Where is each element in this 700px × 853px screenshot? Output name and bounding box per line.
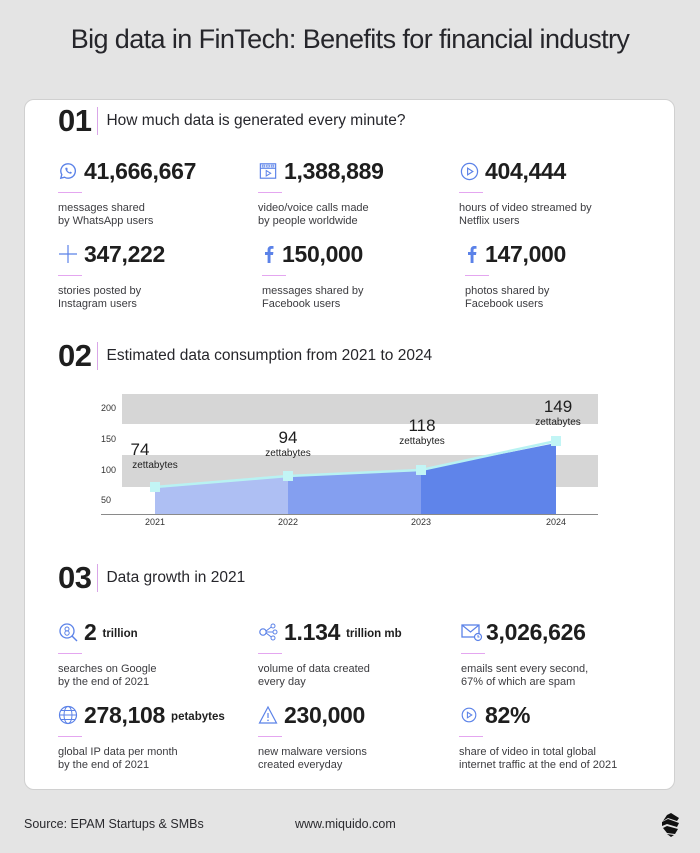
stat-value: 2 [84,618,97,645]
section-02-header: 02 Estimated data consumption from 2021 … [58,338,432,374]
facebook-icon [465,244,479,264]
stat-unit: petabytes [171,711,225,723]
value-number: 74 [130,440,150,459]
stat-unit: trillion mb [346,628,402,640]
value-number: 118 [408,416,436,435]
y-tick: 150 [101,434,117,444]
accent-line [461,653,485,654]
value-number: 94 [278,428,298,447]
stat-description: global IP data per month by the end of 2… [58,746,178,771]
stat-description: stories posted by Instagram users [58,285,142,310]
value-label-2023: 118 zettabytes [385,417,459,447]
accent-line [262,275,286,276]
stat-description: share of video in total global internet … [459,746,618,771]
stat-description: messages shared by Facebook users [262,285,364,310]
stat-value: 1.134 [284,618,341,645]
stat-google-searches: 2 trillion searches on Google by the end… [58,617,258,689]
plus-icon [58,244,78,264]
stat-value: 1,388,889 [284,157,384,184]
stat-description: photos shared by Facebook users [465,285,550,310]
accent-line [58,653,82,654]
value-unit: zettabytes [265,448,311,459]
accent-line [258,653,282,654]
stat-unit: trillion [102,628,138,640]
stat-video-share: 82% share of video in total global inter… [459,700,659,772]
section-title: How much data is generated every minute? [106,112,406,129]
accent-line [465,275,489,276]
source-text: Source: EPAM Startups & SMBs [24,817,204,831]
stat-data-volume: 1.134 trillion mb volume of data created… [258,617,458,689]
stat-description: volume of data created every day [258,663,370,688]
value-unit: zettabytes [535,417,581,428]
stat-video-calls: 1,388,889 video/voice calls made by peop… [258,156,458,228]
stat-emails: 3,026,626 emails sent every second, 67% … [461,617,661,689]
play-icon [459,705,479,725]
play-icon [459,161,479,181]
stat-value: 3,026,626 [486,618,586,645]
y-tick: 200 [101,403,117,413]
stat-value: 82% [485,701,531,728]
section-number: 02 [58,338,92,373]
divider [97,342,99,370]
accent-line [58,736,82,737]
section-01-header: 01 How much data is generated every minu… [58,103,405,139]
facebook-icon [262,244,276,264]
stat-description: hours of video streamed by Netflix users [459,202,592,227]
website-link[interactable]: www.miquido.com [295,817,396,831]
value-unit: zettabytes [132,460,178,471]
stat-description: new malware versions created everyday [258,746,367,771]
stat-netflix: 404,444 hours of video streamed by Netfl… [459,156,659,228]
accent-line [258,192,282,193]
stat-value: 147,000 [485,240,567,267]
stat-malware: 230,000 new malware versions created eve… [258,700,458,772]
value-label-2022: 94 zettabytes [251,429,325,459]
stat-value: 150,000 [282,240,364,267]
accent-line [58,275,82,276]
globe-icon [58,705,78,725]
x-tick: 2021 [144,517,166,527]
x-tick: 2022 [277,517,299,527]
section-number: 03 [58,560,92,595]
share-network-icon [258,622,278,642]
email-icon [461,622,483,642]
stat-description: messages shared by WhatsApp users [58,202,154,227]
whatsapp-icon [58,161,78,181]
accent-line [58,192,82,193]
stat-description: emails sent every second, 67% of which a… [461,663,589,688]
stat-facebook-photos: 147,000 photos shared by Facebook users [465,239,665,311]
y-tick: 50 [101,495,112,505]
value-unit: zettabytes [399,436,445,447]
miquido-logo-icon [660,812,682,838]
section-03-header: 03 Data growth in 2021 [58,560,245,596]
warning-icon [258,705,278,725]
accent-line [459,192,483,193]
search-user-icon [58,622,78,642]
accent-line [459,736,483,737]
value-label-2024: 149 zettabytes [521,398,595,428]
y-tick: 100 [101,465,117,475]
stat-instagram: 347,222 stories posted by Instagram user… [58,239,258,311]
section-number: 01 [58,103,92,138]
stat-facebook-messages: 150,000 messages shared by Facebook user… [262,239,462,311]
accent-line [258,736,282,737]
value-label-2021: 74 zettabytes [118,441,192,471]
section-title: Estimated data consumption from 2021 to … [106,347,433,364]
stat-description: searches on Google by the end of 2021 [58,663,157,688]
x-tick: 2023 [410,517,432,527]
x-tick: 2024 [545,517,567,527]
stat-description: video/voice calls made by people worldwi… [258,202,369,227]
value-number: 149 [543,397,573,416]
stat-value: 278,108 [84,701,166,728]
section-title: Data growth in 2021 [106,569,246,586]
stat-value: 41,666,667 [84,157,197,184]
stat-value: 404,444 [485,157,567,184]
stat-global-ip: 278,108 petabytes global IP data per mon… [58,700,258,772]
page-title: Big data in FinTech: Benefits for financ… [70,24,630,54]
video-call-icon [258,161,278,181]
stat-value: 230,000 [284,701,366,728]
stat-whatsapp: 41,666,667 messages shared by WhatsApp u… [58,156,258,228]
divider [97,107,99,135]
stat-value: 347,222 [84,240,166,267]
divider [97,564,99,592]
